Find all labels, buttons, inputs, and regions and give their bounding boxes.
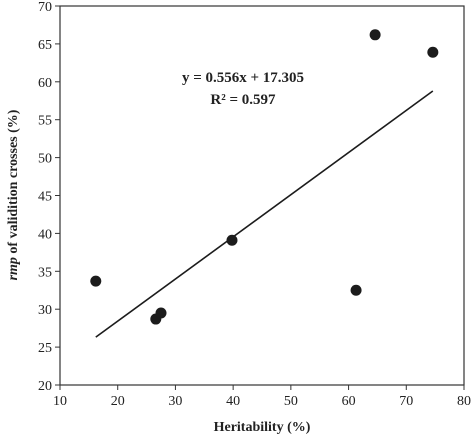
plot-frame [59,5,465,386]
data-point [350,284,362,296]
y-axis-title-italic: rmp [6,257,21,280]
y-tick-label: 65 [38,38,52,53]
y-tick-label: 45 [38,190,52,205]
regression-equation: y = 0.556x + 17.305 [182,70,304,86]
points-layer [90,29,439,325]
x-tick-label: 10 [53,394,67,409]
x-tick-label: 60 [342,394,356,409]
y-tick-label: 60 [38,76,52,91]
y-axis-title-rest: of validition crosses (%) [6,109,21,257]
x-tick-label: 80 [457,394,471,409]
data-point [427,46,439,58]
x-tick-label: 40 [226,394,240,409]
y-tick-label: 70 [38,0,52,15]
data-point [155,307,167,319]
x-tick-label: 70 [399,394,413,409]
y-tick-label: 55 [38,114,52,129]
data-point [226,234,238,246]
y-tick-label: 40 [38,227,52,242]
x-tick-label: 20 [111,394,125,409]
y-tick-label: 35 [38,265,52,280]
trendline-layer [95,90,434,338]
data-point [90,275,102,287]
y-tick-label: 30 [38,303,52,318]
trend-line [95,90,434,338]
x-tick-label: 30 [168,394,182,409]
r-squared-label: R² = 0.597 [210,92,276,108]
y-tick-label: 20 [38,379,52,394]
data-point [369,29,381,41]
x-tick-label: 50 [284,394,298,409]
y-tick-label: 25 [38,341,52,356]
y-tick-label: 50 [38,152,52,167]
y-axis-title: rmp of validition crosses (%) [6,109,21,280]
x-axis-title: Heritability (%) [214,420,311,435]
